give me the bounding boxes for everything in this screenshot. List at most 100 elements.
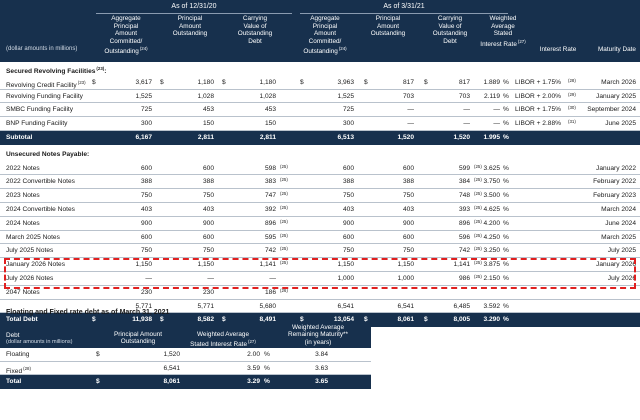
table2-header-debt-line: Debt: [6, 332, 20, 339]
table-row: July 2026 Notes — — — 1,000 1,000 986 (25) 2.150…: [0, 272, 640, 286]
table-row: 2047 Notes 230 230 186 (26): [0, 286, 640, 300]
weighted-rate: 4.250: [483, 233, 500, 241]
row-label: 2024 Notes: [6, 219, 40, 227]
maturity-date: June 2024: [605, 219, 636, 227]
subtotal-row-secured: Subtotal 6,167 2,811 2,811 6,513 1,520 1,520 1.…: [0, 131, 640, 145]
principal-outstanding: 1,520: [163, 351, 180, 358]
dollar-sign: $: [222, 78, 226, 86]
weighted-rate: 2.119: [483, 92, 500, 100]
weighted-rate: 3.250: [483, 247, 500, 255]
dollar-sign: $: [160, 316, 164, 324]
table2-header-rate-line: Stated Interest Rate: [190, 341, 248, 349]
agg-amount-2021: 600: [342, 233, 354, 241]
dollar-sign: $: [300, 316, 304, 324]
principal-outstanding: 6,541: [163, 364, 180, 372]
carrying-2021: 986: [458, 275, 470, 282]
agg-amount-2020: 600: [140, 233, 152, 241]
row-label: BNP Funding Facility: [6, 120, 68, 128]
percent-sign: %: [503, 261, 509, 269]
header-agg-left-line: Principal: [113, 22, 139, 30]
carrying-2020: 453: [264, 106, 276, 114]
table2-header-rate: Weighted Average Stated Interest Rate(27): [178, 331, 268, 349]
agg-amount-2021: 750: [342, 192, 354, 200]
agg-amount-2021: 600: [342, 164, 354, 172]
carrying-2020: 186: [264, 288, 276, 296]
row-label: July 2026 Notes: [6, 275, 54, 282]
footnote-ref: (25): [474, 177, 482, 183]
footnote-ref: (26): [280, 287, 288, 293]
header-agg-left-line: Committed/: [109, 37, 143, 45]
dollar-sign: $: [424, 78, 428, 86]
table2-header-maturity: Weighted Average Remaining Maturity** (in …: [270, 324, 366, 346]
principal-2021: —: [407, 120, 414, 128]
header-principal-right-line: Outstanding: [370, 30, 406, 38]
dollar-sign: $: [92, 78, 96, 86]
percent-sign: %: [503, 134, 509, 141]
table-row: 2024 Convertible Notes 403 403 392 (25) 403 40…: [0, 203, 640, 217]
table-row: January 2026 Notes 1,150 1,150 1,141 (25) 1,1…: [0, 258, 640, 272]
carrying-2021: 599: [458, 164, 470, 172]
maturity-date: March 2026: [601, 78, 636, 86]
agg-amount-2021: 3,963: [337, 78, 354, 86]
percent-sign: %: [503, 247, 509, 255]
header-interest-rate: Interest Rate: [539, 46, 577, 53]
percent-sign: %: [503, 219, 509, 227]
carrying-2021: —: [463, 106, 470, 114]
principal-2020: 403: [202, 206, 214, 213]
carrying-2020: 598: [264, 164, 276, 172]
principal-2020: 1,028: [197, 92, 214, 100]
dollar-sign: $: [96, 351, 100, 358]
maturity-date: June 2025: [605, 120, 636, 128]
header-principal-right-line: Amount: [376, 22, 400, 30]
row-label: SMBC Funding Facility: [6, 106, 74, 114]
remaining-maturity: 3.65: [315, 378, 328, 385]
principal-2021: 1,150: [397, 261, 414, 269]
agg-amount-2021: 1,525: [337, 92, 354, 100]
carrying-2021: —: [463, 120, 470, 128]
agg-amount-2020: 388: [140, 178, 152, 186]
weighted-rate: 1.889: [483, 78, 500, 86]
agg-amount-2020: 900: [140, 219, 152, 227]
maturity-date: September 2024: [587, 106, 636, 114]
footnote-ref: (25): [280, 260, 288, 266]
principal-2021: 8,061: [397, 316, 414, 324]
footnote-ref: (24): [338, 46, 347, 52]
footnote-ref: (30): [568, 105, 576, 111]
maturity-date: March 2025: [601, 233, 636, 241]
dollar-sign: $: [96, 378, 100, 385]
dollar-sign: $: [300, 78, 304, 86]
row-label: 2024 Convertible Notes: [6, 206, 75, 213]
agg-amount-2020: 6,167: [135, 134, 152, 141]
header-agg-right-line: Committed/: [308, 37, 342, 45]
footnote-ref: (31): [568, 119, 576, 125]
agg-amount-2021: 403: [342, 206, 354, 213]
interest-rate: LIBOR + 1.75%: [515, 106, 561, 114]
weighted-rate: 4.200: [483, 219, 500, 227]
percent-sign: %: [503, 178, 509, 186]
carrying-2021: 596: [458, 233, 470, 241]
weighted-rate: 3.875: [483, 261, 500, 269]
header-agg-right-line: Principal: [312, 22, 338, 30]
principal-2021: 1,520: [397, 134, 414, 141]
carrying-2020: —: [269, 275, 276, 282]
row-label: 2022 Notes: [6, 164, 40, 172]
principal-2020: 388: [202, 178, 214, 186]
weighted-rate: 1.995: [483, 134, 500, 141]
agg-amount-2021: 725: [342, 106, 354, 114]
remaining-maturity: 3.84: [315, 351, 328, 358]
header-weighted-rate-line: Average: [491, 22, 515, 30]
principal-2020: 600: [202, 164, 214, 172]
agg-amount-2021: 13,054: [333, 316, 354, 324]
table2-header-maturity-line: Weighted Average: [292, 324, 344, 331]
agg-amount-2020: 750: [140, 247, 152, 255]
header-agg-left-line: Amount: [114, 30, 138, 38]
header-weighted-rate-line: Stated: [493, 30, 513, 38]
footnote-ref: (25): [474, 218, 482, 224]
principal-2020: 750: [202, 247, 214, 255]
stated-rate: 2.00: [247, 351, 260, 358]
header-weighted-rate-line: Interest Rate: [480, 40, 517, 48]
principal-2020: —: [207, 275, 214, 282]
section-secured: Secured Revolving Facilities(23):: [0, 62, 640, 76]
weighted-rate: 3.625: [483, 164, 500, 172]
dollar-sign: $: [92, 316, 96, 324]
